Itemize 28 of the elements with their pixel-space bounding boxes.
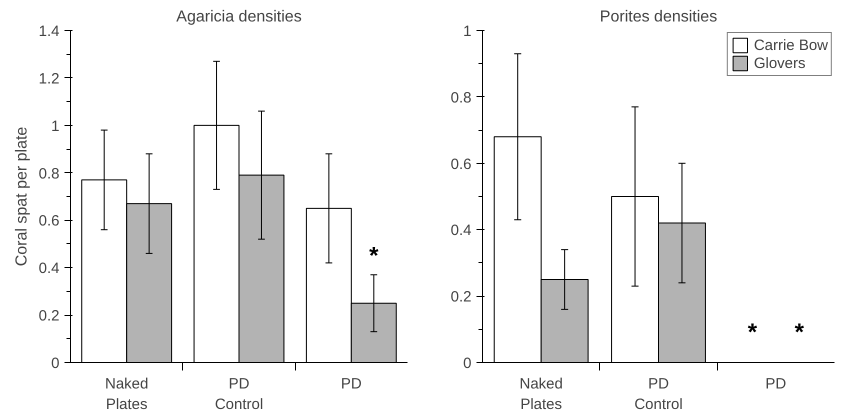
y-tick-label: 1 <box>463 23 472 40</box>
chart-title: Porites densities <box>600 8 718 26</box>
annotation: * <box>748 319 758 346</box>
y-tick-label: 0.6 <box>38 212 60 230</box>
y-tick-label: 0.6 <box>450 156 472 173</box>
x-tick-label: PD <box>340 376 362 392</box>
x-tick-label: PD Control <box>634 376 683 413</box>
annotation: * <box>369 242 380 270</box>
y-tick-label: 0.8 <box>38 165 60 182</box>
y-tick-label: 1 <box>51 118 60 135</box>
y-tick-label: 0 <box>463 355 472 372</box>
x-tick-label: PD <box>765 376 786 392</box>
x-tick-label: PD Control <box>214 376 264 413</box>
y-tick-label: 0.4 <box>38 260 60 278</box>
y-tick-label: 0.8 <box>450 89 472 106</box>
y-tick-label: 0.2 <box>450 288 472 306</box>
y-tick-label: 1.2 <box>38 70 60 88</box>
chart-title: Agaricia densities <box>176 8 302 26</box>
x-tick-label: Naked Plates <box>104 376 148 413</box>
legend-label: Glovers <box>754 54 806 72</box>
y-tick-label: 0.4 <box>450 222 472 240</box>
legend-label: Carrie Bow <box>754 36 828 54</box>
x-tick-label: Naked Plates <box>519 376 563 413</box>
y-tick-label: 0.2 <box>38 308 60 325</box>
y-tick-label: 1.4 <box>38 23 60 40</box>
y-tick-label: 0 <box>51 355 60 372</box>
annotation: * <box>794 319 805 346</box>
y-axis-title: Coral spat per plate <box>14 126 31 266</box>
